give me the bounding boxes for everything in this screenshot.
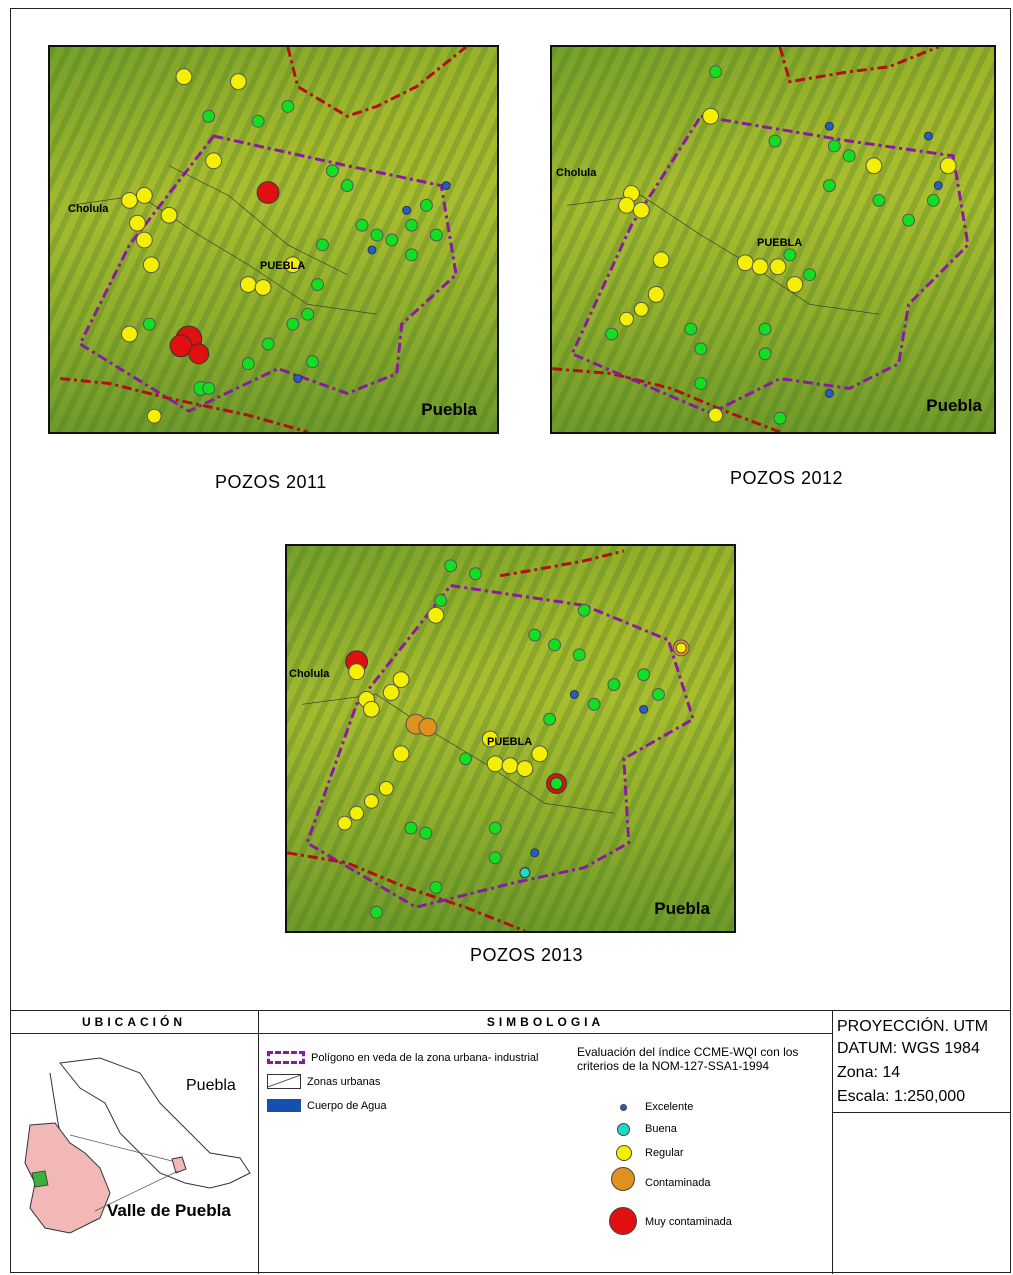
projection-column: PROYECCIÓN. UTM DATUM: WGS 1984 Zona: 14… (833, 1011, 1011, 1274)
map-2011-overlay (60, 47, 467, 432)
city-label-cholula: Cholula (556, 167, 597, 179)
location-map (24, 1057, 251, 1234)
city-label-cholula: Cholula (68, 203, 109, 215)
index-title: Evaluación del índice CCME-WQI con los c… (577, 1045, 799, 1073)
city-label-puebla: PUEBLA (260, 260, 306, 272)
map-2012: Cholula PUEBLA Puebla (550, 45, 996, 434)
quality-label-excelente: Excelente (645, 1101, 694, 1113)
map-region-label: Puebla (421, 400, 477, 419)
projection-zone: Zona: 14 (837, 1064, 901, 1081)
simbologia-header: SIMBOLOGIA (259, 1011, 832, 1034)
map-2012-overlay (552, 47, 970, 432)
projection-utm: PROYECCIÓN. UTM (837, 1018, 989, 1035)
map-2013: Cholula PUEBLA Puebla (285, 544, 736, 933)
legend-item-label: Zonas urbanas (307, 1075, 381, 1088)
map-sheet-frame (10, 8, 1011, 1273)
map-2011-caption: POZOS 2011 (215, 472, 327, 492)
ubicacion-column: UBICACIÓN Puebla Valle de Puebla (10, 1011, 259, 1274)
quality-label-contaminada: Contaminada (645, 1177, 711, 1189)
map-2011: Cholula PUEBLA Puebla (48, 45, 499, 434)
map-2012-caption: POZOS 2012 (730, 468, 844, 488)
excelente-dot-icon (620, 1104, 627, 1111)
quality-label-muy-contaminada: Muy contaminada (645, 1216, 732, 1228)
ubicacion-header: UBICACIÓN (10, 1011, 258, 1034)
ubicacion-state-label: Puebla (186, 1077, 236, 1094)
city-label-puebla: PUEBLA (487, 736, 533, 748)
legend-item-label: Polígono en veda de la zona urbana- indu… (311, 1051, 539, 1064)
ubicacion-valley-label: Valle de Puebla (107, 1201, 231, 1220)
map-2013-wells (337, 559, 690, 919)
map-region-label: Puebla (654, 899, 710, 918)
simbologia-column: SIMBOLOGIA Polígono en veda de la zona u… (259, 1011, 833, 1274)
contaminada-dot-icon (611, 1167, 635, 1191)
map-2011-wells (121, 68, 451, 424)
quality-label-buena: Buena (645, 1123, 677, 1135)
polygon-swatch-icon (267, 1051, 305, 1064)
city-label-cholula: Cholula (289, 668, 330, 680)
legend-panel: UBICACIÓN Puebla Valle de Puebla SIMBOLO… (10, 1010, 1011, 1274)
projection-datum: DATUM: WGS 1984 (837, 1040, 980, 1057)
city-label-puebla: PUEBLA (757, 237, 803, 249)
legend-item-label: Cuerpo de Agua (307, 1099, 387, 1112)
urban-zone-swatch-icon (267, 1074, 301, 1089)
legend-item-zonas-urbanas: Zonas urbanas (267, 1074, 380, 1089)
map-2012-wells (605, 65, 957, 425)
projection-scale: Escala: 1:250,000 (837, 1088, 966, 1105)
map-2013-overlay (287, 549, 695, 931)
quality-label-regular: Regular (645, 1147, 684, 1159)
map-region-label: Puebla (926, 396, 982, 415)
projection-divider (833, 1112, 1011, 1113)
water-body-swatch-icon (267, 1099, 301, 1112)
legend-item-cuerpo-agua: Cuerpo de Agua (267, 1099, 387, 1112)
map-2013-caption: POZOS 2013 (470, 945, 584, 965)
legend-item-poligono: Polígono en veda de la zona urbana- indu… (267, 1051, 539, 1064)
regular-dot-icon (616, 1145, 632, 1161)
muy-contaminada-dot-icon (609, 1207, 637, 1235)
buena-dot-icon (617, 1123, 630, 1136)
